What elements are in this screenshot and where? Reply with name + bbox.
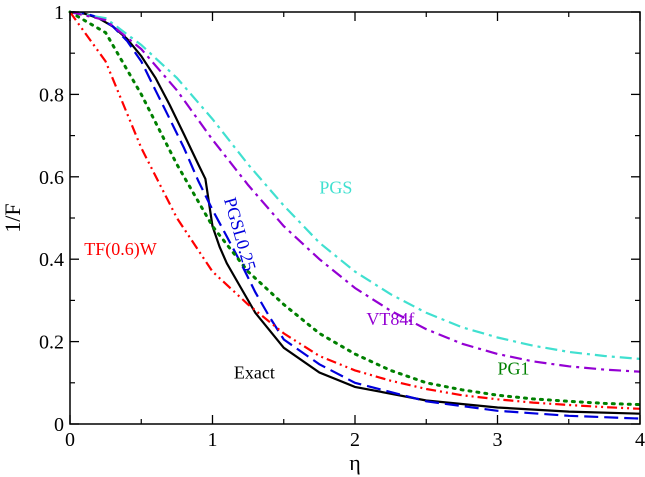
series-line-2 — [69, 10, 641, 420]
series-label-1: PGS — [319, 177, 352, 197]
x-axis-title: η — [349, 450, 361, 475]
x-tick-label-0: 0 — [65, 429, 75, 451]
plot-area — [70, 12, 640, 424]
y-axis-title: 1/F — [0, 203, 25, 232]
y-tick-label-3: 0.6 — [39, 167, 64, 189]
x-tick-label-3: 3 — [493, 429, 503, 451]
y-tick-label-0: 0 — [54, 414, 64, 436]
series-line-5 — [68, 10, 642, 407]
series-label-3: TF(0.6)W — [84, 239, 156, 260]
series-label-4: VT84f — [366, 309, 414, 329]
series-layer — [68, 10, 642, 420]
y-tick-label-1: 0.2 — [39, 332, 64, 354]
series-line-6 — [69, 11, 641, 410]
series-line-3 — [69, 10, 641, 360]
series-label-6: Exact — [234, 363, 275, 383]
y-tick-label-5: 1 — [54, 2, 64, 24]
y-tick-label-4: 0.8 — [39, 84, 64, 106]
x-tick-label-2: 2 — [350, 429, 360, 451]
series-label-5: PG1 — [498, 359, 530, 379]
series-line-4 — [69, 10, 641, 373]
x-tick-label-4: 4 — [635, 429, 645, 451]
plot-background — [70, 12, 640, 424]
x-tick-label-1: 1 — [208, 429, 218, 451]
y-tick-label-2: 0.4 — [39, 249, 64, 271]
